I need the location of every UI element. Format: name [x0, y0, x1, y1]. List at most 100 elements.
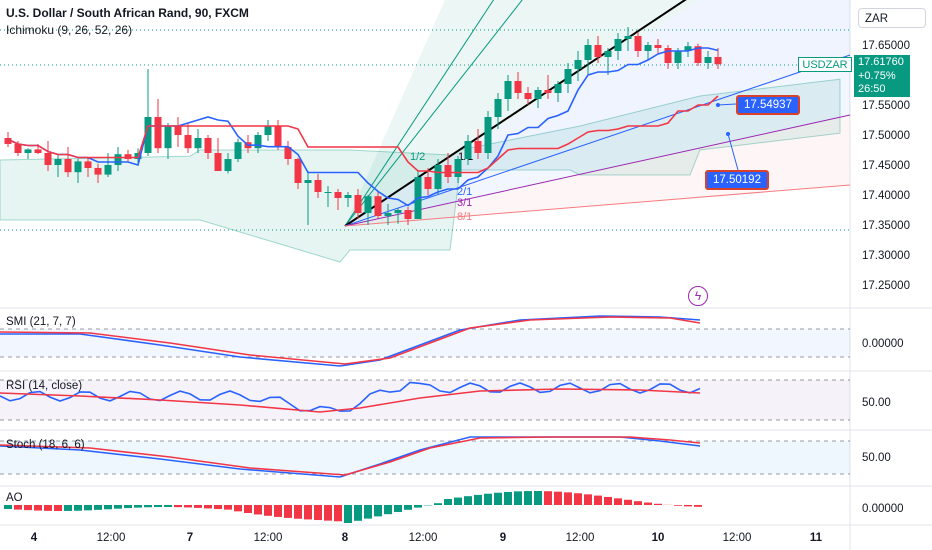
ao-bar: [364, 505, 372, 519]
candle-body: [494, 99, 502, 117]
price-tick-label: 17.55000: [862, 100, 910, 112]
ao-bar: [254, 505, 262, 515]
candle-body: [484, 117, 492, 153]
ao-bar: [204, 505, 212, 509]
kijun-line: [7, 95, 719, 174]
price-tick-label: 17.50000: [862, 130, 910, 142]
ao-pane-label[interactable]: AO: [6, 492, 23, 504]
time-tick-label: 12:00: [409, 532, 438, 544]
currency-selector[interactable]: ZAR: [858, 8, 926, 28]
ao-bar: [504, 491, 512, 505]
ao-bar: [54, 505, 62, 511]
candle-body: [384, 213, 392, 216]
rsi-pane-label[interactable]: RSI (14, close): [6, 380, 83, 392]
ao-bar: [614, 498, 622, 505]
price-tick-label: 17.30000: [862, 250, 910, 262]
ao-bar: [134, 505, 142, 508]
price-tick-label: 17.25000: [862, 280, 910, 292]
ao-bar: [474, 494, 482, 505]
candle-body: [614, 39, 622, 51]
candle-body: [214, 153, 222, 171]
candle-body: [64, 159, 72, 173]
ao-axis-tick: 0.00000: [862, 503, 904, 515]
ao-bar: [544, 491, 552, 505]
callout-upper[interactable]: 17.54937: [736, 95, 800, 115]
last-price: 17.61760: [858, 56, 904, 68]
time-tick-label: 8: [342, 532, 349, 544]
price-tick-label: 17.40000: [862, 190, 910, 202]
candle-body: [34, 149, 42, 153]
ao-bar: [444, 499, 452, 505]
candle-body: [544, 90, 552, 93]
stoch-pane-label[interactable]: Stoch (18, 6, 6): [6, 439, 85, 451]
candle-body: [594, 45, 602, 57]
price-change: +0.75%: [858, 69, 896, 82]
ao-bar: [74, 505, 82, 511]
chart-title: U.S. Dollar / South African Rand, 90, FX…: [6, 6, 249, 20]
candle-body: [604, 51, 612, 57]
ichimoku-label[interactable]: Ichimoku (9, 26, 52, 26): [6, 23, 133, 37]
candle-body: [74, 161, 82, 173]
time-tick-label: 12:00: [723, 532, 752, 544]
ao-bar: [334, 505, 342, 522]
gann-fan-label: 1/2: [410, 151, 425, 163]
candle-body: [44, 153, 52, 165]
candle-body: [364, 196, 372, 213]
time-tick-label: 12:00: [566, 532, 595, 544]
ao-bar: [644, 502, 652, 505]
ao-bar: [144, 505, 152, 508]
candle-body: [114, 154, 122, 165]
callout-lower[interactable]: 17.50192: [705, 170, 769, 190]
ao-bar: [284, 505, 292, 518]
smi-pane-label[interactable]: SMI (21, 7, 7): [6, 316, 76, 328]
candle-body: [574, 60, 582, 69]
smi-signal: [0, 316, 701, 365]
candle-body: [274, 126, 282, 147]
candle-body: [394, 210, 402, 213]
callout-pointer: [727, 133, 739, 171]
ao-bar: [314, 505, 322, 521]
gann-fan-zone: [345, 0, 850, 226]
candle-body: [354, 195, 362, 213]
time-tick-label: 7: [187, 532, 193, 544]
ao-bar: [514, 491, 522, 505]
last-price-badge: 17.61760 +0.75% 26:50: [854, 55, 910, 97]
lightning-icon[interactable]: ϟ: [688, 286, 708, 306]
candle-body: [284, 147, 292, 159]
ao-bar: [554, 491, 562, 505]
candle-body: [404, 210, 412, 219]
ao-bar: [564, 492, 572, 505]
ao-bar: [404, 505, 412, 510]
candle-body: [704, 57, 712, 63]
ao-bar: [394, 505, 402, 512]
gann-fan-line: [344, 0, 523, 227]
ao-bar: [304, 505, 312, 520]
ao-bar: [4, 505, 12, 509]
ao-bar: [624, 499, 632, 505]
smi-line: [0, 315, 701, 367]
callout-pointer: [717, 103, 737, 106]
candle-body: [674, 51, 682, 63]
gann-fan-label: 8/1: [457, 211, 472, 223]
ao-bar: [524, 491, 532, 505]
bar-countdown: 26:50: [858, 83, 886, 95]
ao-bar: [594, 495, 602, 505]
ao-bar: [384, 505, 392, 515]
candle-body: [514, 81, 522, 93]
ao-bar: [154, 505, 162, 508]
candle-body: [374, 196, 382, 216]
ao-bar: [164, 505, 172, 508]
time-tick-label: 12:00: [97, 532, 126, 544]
ao-bar: [574, 493, 582, 505]
ao-bar: [654, 503, 662, 505]
candle-body: [344, 195, 352, 198]
stoch-band: [0, 441, 850, 474]
time-tick-label: 10: [652, 532, 665, 544]
ao-bar: [44, 505, 52, 511]
candle-body: [144, 117, 152, 153]
price-tick-label: 17.65000: [862, 40, 910, 52]
candle-body: [104, 165, 112, 175]
rsi-band: [0, 380, 850, 420]
candle-body: [554, 84, 562, 93]
candle-body: [444, 165, 452, 177]
